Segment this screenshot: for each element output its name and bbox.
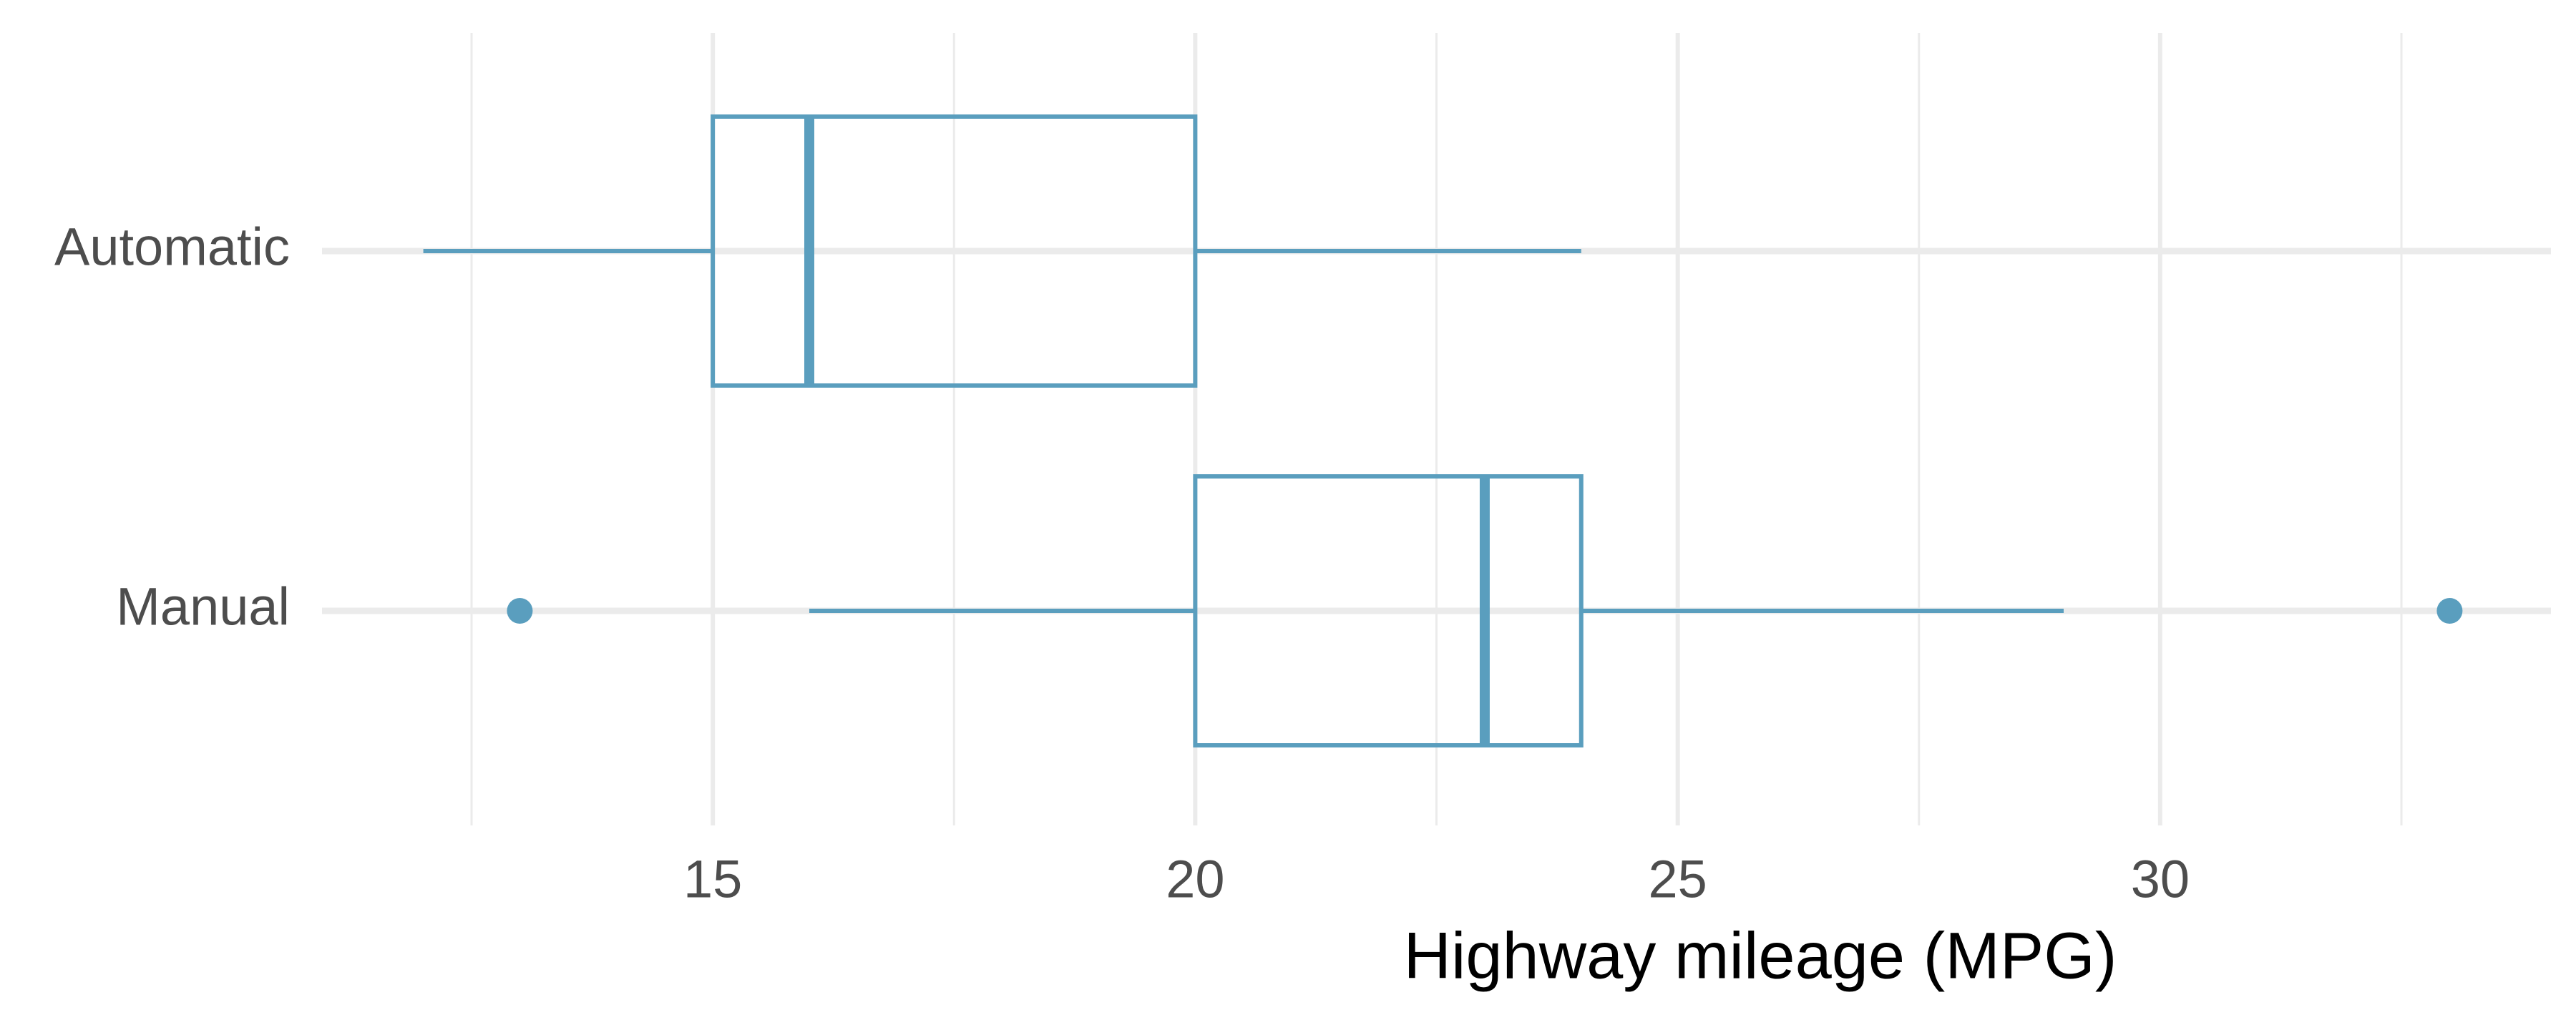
outlier xyxy=(2436,598,2463,624)
y-tick-label: Automatic xyxy=(54,217,290,277)
x-tick-label: 20 xyxy=(1166,850,1224,909)
outlier xyxy=(507,598,533,624)
x-tick-label: 15 xyxy=(683,850,742,909)
box xyxy=(711,114,1198,388)
x-tick-label: 30 xyxy=(2131,850,2190,909)
y-tick-label: Manual xyxy=(116,577,290,637)
box xyxy=(1193,474,1584,747)
x-tick-label: 25 xyxy=(1648,850,1707,909)
x-axis-title: Highway mileage (MPG) xyxy=(1404,919,2117,992)
